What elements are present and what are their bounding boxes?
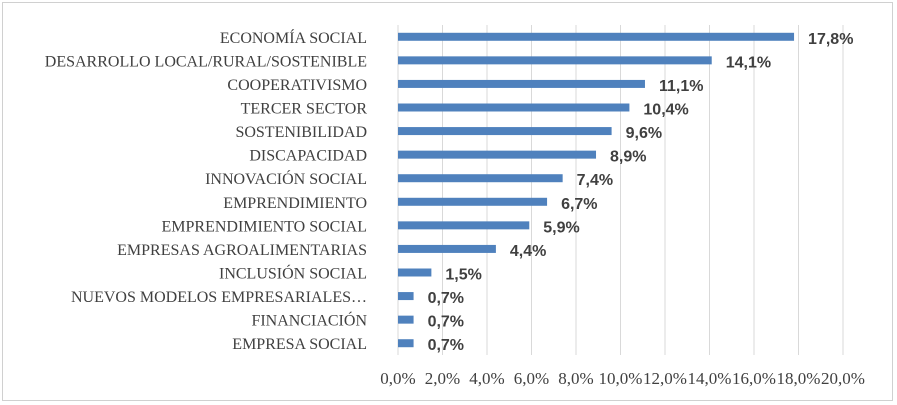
bar <box>398 127 612 136</box>
x-tick-label: 10,0% <box>599 369 643 388</box>
category-label: NUEVOS MODELOS EMPRESARIALES… <box>71 289 367 306</box>
x-tick-label: 18,0% <box>777 369 821 388</box>
data-label: 1,5% <box>445 267 481 284</box>
bar <box>398 315 414 324</box>
category-label: DISCAPACIDAD <box>249 148 367 165</box>
data-label: 7,4% <box>577 172 613 189</box>
x-tick-label: 8,0% <box>558 369 593 388</box>
value-labels: 17,8% 14,1% 11,1% 10,4% 9,6% 8,9% 7,4% 6,7% 5,9%… <box>428 31 854 354</box>
x-tick-label: 6,0% <box>514 369 549 388</box>
x-tick-label: 14,0% <box>688 369 732 388</box>
data-label: 0,7% <box>428 290 464 307</box>
data-label: 4,4% <box>510 243 546 260</box>
category-label: TERCER SECTOR <box>241 101 368 118</box>
bar <box>398 339 414 348</box>
data-label: 10,4% <box>643 102 688 119</box>
x-tick-label: 12,0% <box>643 369 687 388</box>
bar <box>398 79 645 88</box>
category-label: COOPERATIVISMO <box>227 77 367 94</box>
category-label: SOSTENIBILIDAD <box>235 124 367 141</box>
x-tick-label: 16,0% <box>732 369 776 388</box>
data-label: 11,1% <box>659 78 703 95</box>
category-label: FINANCIACIÓN <box>251 311 367 330</box>
bar <box>398 221 530 230</box>
category-label: INCLUSIÓN SOCIAL <box>219 264 367 283</box>
data-label: 14,1% <box>726 54 771 71</box>
data-label: 5,9% <box>543 219 579 236</box>
category-label: EMPRENDIMIENTO SOCIAL <box>162 218 367 235</box>
gridlines <box>397 25 844 355</box>
bar <box>398 244 496 253</box>
bar <box>398 32 795 41</box>
bars <box>398 32 795 348</box>
bar <box>398 197 548 206</box>
bar <box>398 268 432 277</box>
x-axis-tick-labels: 0,0% 2,0% 4,0% 6,0% 8,0% 10,0% 12,0% 14,0% 16,0%… <box>380 369 865 388</box>
bar <box>398 56 712 65</box>
category-label: EMPRENDIMIENTO <box>223 195 367 212</box>
category-label: ECONOMÍA SOCIAL <box>220 28 367 47</box>
data-label: 0,7% <box>428 337 464 354</box>
category-label: INNOVACIÓN SOCIAL <box>205 169 367 188</box>
bar <box>398 292 414 301</box>
category-labels: ECONOMÍA SOCIAL DESARROLLO LOCAL/RURAL/SO… <box>45 28 368 353</box>
x-tick-label: 0,0% <box>380 369 415 388</box>
bar <box>398 150 597 159</box>
category-label: EMPRESA SOCIAL <box>232 336 367 353</box>
x-tick-label: 20,0% <box>821 369 865 388</box>
bar-chart: ECONOMÍA SOCIAL DESARROLLO LOCAL/RURAL/SO… <box>45 25 865 388</box>
x-tick-label: 4,0% <box>469 369 504 388</box>
x-tick-label: 2,0% <box>425 369 460 388</box>
data-label: 6,7% <box>561 196 597 213</box>
chart-frame: ECONOMÍA SOCIAL DESARROLLO LOCAL/RURAL/SO… <box>2 2 893 401</box>
bar <box>398 103 630 112</box>
data-label: 8,9% <box>610 149 646 166</box>
category-label: EMPRESAS AGROALIMENTARIAS <box>117 242 367 259</box>
data-label: 9,6% <box>626 125 662 142</box>
data-label: 17,8% <box>808 31 853 48</box>
bar <box>398 174 563 183</box>
data-label: 0,7% <box>428 314 464 331</box>
category-label: DESARROLLO LOCAL/RURAL/SOSTENIBLE <box>45 53 367 70</box>
